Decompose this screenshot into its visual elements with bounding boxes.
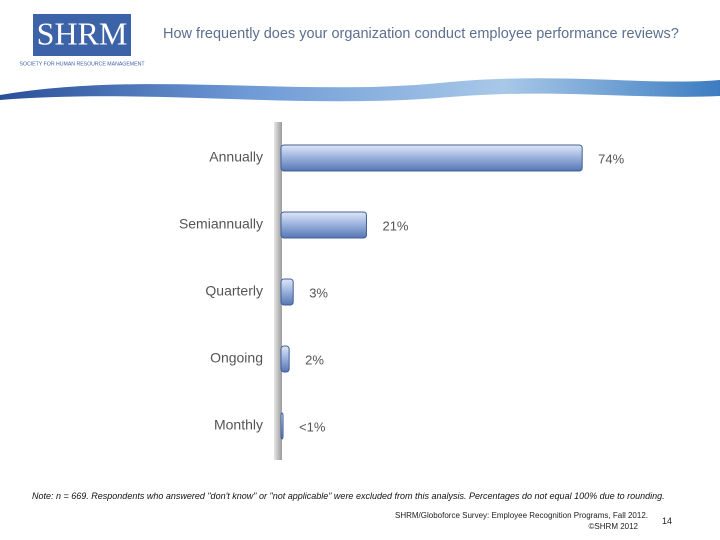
value-label: 2%	[305, 352, 324, 367]
bar	[280, 211, 367, 239]
title: How frequently does your organization co…	[163, 26, 679, 42]
category-label: Quarterly	[205, 283, 263, 299]
bar	[280, 345, 290, 373]
bar	[280, 278, 294, 306]
category-label: Annually	[209, 149, 263, 165]
header-wave	[0, 78, 720, 102]
source: SHRM/Globoforce Survey: Employee Recogni…	[395, 511, 648, 520]
category-label: Monthly	[214, 417, 263, 433]
category-label: Semiannually	[179, 216, 263, 232]
page-number: 14	[662, 516, 673, 526]
bar	[280, 144, 583, 172]
value-label: 74%	[598, 151, 624, 166]
bar	[280, 412, 284, 440]
logo-box	[33, 14, 131, 56]
logo: SHRM	[37, 15, 128, 51]
axis	[274, 122, 282, 460]
value-label: <1%	[299, 419, 326, 434]
note: Note: n = 669. Respondents who answered …	[32, 491, 665, 501]
logo-subtitle: SOCIETY FOR HUMAN RESOURCE MANAGEMENT	[20, 61, 146, 67]
copyright: ©SHRM 2012	[588, 522, 638, 531]
value-label: 3%	[309, 285, 328, 300]
category-label: Ongoing	[210, 350, 263, 366]
value-label: 21%	[382, 218, 408, 233]
